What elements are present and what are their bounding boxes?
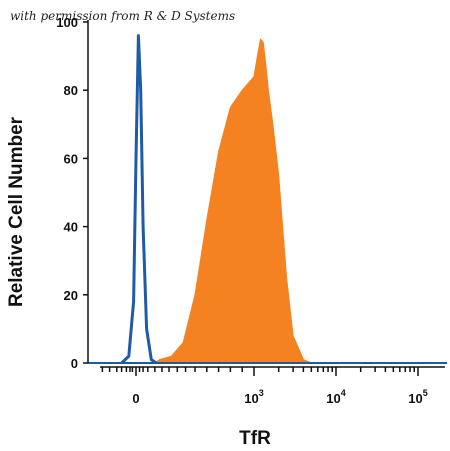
y-tick-label: 100 bbox=[56, 15, 78, 30]
x-tick-label: 103 bbox=[244, 388, 263, 406]
series-filled-histogram bbox=[153, 38, 312, 364]
series-outline-histogram bbox=[120, 34, 157, 365]
x-tick-label: 0 bbox=[132, 391, 139, 406]
y-tick-label: 80 bbox=[64, 83, 78, 98]
y-tick-label: 60 bbox=[64, 151, 78, 166]
x-tick-label: 105 bbox=[408, 388, 427, 406]
y-tick-label: 20 bbox=[64, 288, 78, 303]
y-tick-label: 40 bbox=[64, 220, 78, 235]
x-tick-label: 104 bbox=[326, 388, 345, 406]
watermark: with permission from R & D Systems bbox=[10, 9, 235, 23]
y-tick-label: 0 bbox=[71, 356, 78, 371]
x-axis-label: TfR bbox=[239, 428, 271, 449]
plot-area: 0 20 40 60 80 100 0 103 104 105 bbox=[56, 15, 447, 406]
y-axis-label: Relative Cell Number bbox=[6, 116, 27, 307]
